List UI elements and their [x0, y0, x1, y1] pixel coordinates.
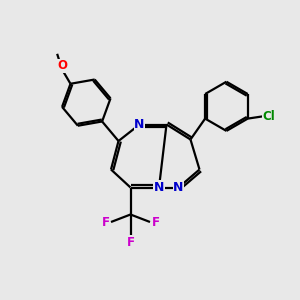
Text: F: F — [127, 236, 134, 249]
Text: F: F — [152, 215, 159, 229]
Text: N: N — [154, 181, 164, 194]
Text: N: N — [134, 118, 145, 131]
Text: O: O — [57, 59, 67, 73]
Text: N: N — [173, 181, 184, 194]
Text: F: F — [102, 215, 110, 229]
Text: Cl: Cl — [263, 110, 275, 123]
